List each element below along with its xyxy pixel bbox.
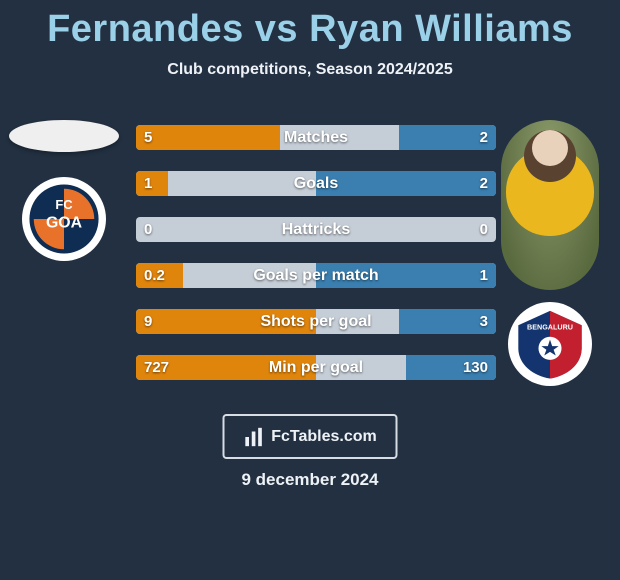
bengaluru-icon: BENGALURU <box>514 308 586 380</box>
player-photo-left <box>9 120 119 152</box>
stat-bar-left <box>136 263 183 288</box>
svg-text:FC: FC <box>55 197 72 212</box>
stat-bar-left <box>136 355 316 380</box>
stat-row: Min per goal727130 <box>136 355 496 380</box>
page-title: Fernandes vs Ryan Williams <box>0 0 620 51</box>
stat-label: Hattricks <box>136 217 496 242</box>
branding-box: FcTables.com <box>223 414 398 459</box>
svg-text:GOA: GOA <box>45 215 82 232</box>
branding-label: FcTables.com <box>271 428 377 446</box>
player-photo-right <box>501 120 599 290</box>
footer-date: 9 december 2024 <box>0 470 620 490</box>
stat-bar-right <box>406 355 496 380</box>
bar-chart-icon <box>243 426 265 448</box>
stat-bar-left <box>136 171 168 196</box>
stat-bars: Matches52 Goals12 Hattricks0 0 Goals per mat… <box>136 125 496 380</box>
club-badge-goa: FC GOA <box>22 177 106 261</box>
page-subtitle: Club competitions, Season 2024/2025 <box>0 61 620 79</box>
stat-row: Shots per goal93 <box>136 309 496 334</box>
stat-row: Goals12 <box>136 171 496 196</box>
stat-bar-left <box>136 309 316 334</box>
stat-row: Matches52 <box>136 125 496 150</box>
stat-row: Hattricks0 0 <box>136 217 496 242</box>
stat-bar-right <box>399 309 496 334</box>
svg-text:BENGALURU: BENGALURU <box>527 323 573 332</box>
right-player-column: BENGALURU <box>497 120 602 386</box>
stat-value-left: 0 <box>144 217 152 242</box>
stat-bar-right <box>316 263 496 288</box>
stat-value-right: 0 <box>480 217 488 242</box>
stat-bar-right <box>399 125 496 150</box>
left-player-column: FC GOA <box>6 120 121 261</box>
fc-goa-icon: FC GOA <box>28 183 100 255</box>
club-badge-bengaluru: BENGALURU <box>508 302 592 386</box>
stat-row: Goals per match0.21 <box>136 263 496 288</box>
stat-bar-left <box>136 125 280 150</box>
stat-bar-right <box>316 171 496 196</box>
